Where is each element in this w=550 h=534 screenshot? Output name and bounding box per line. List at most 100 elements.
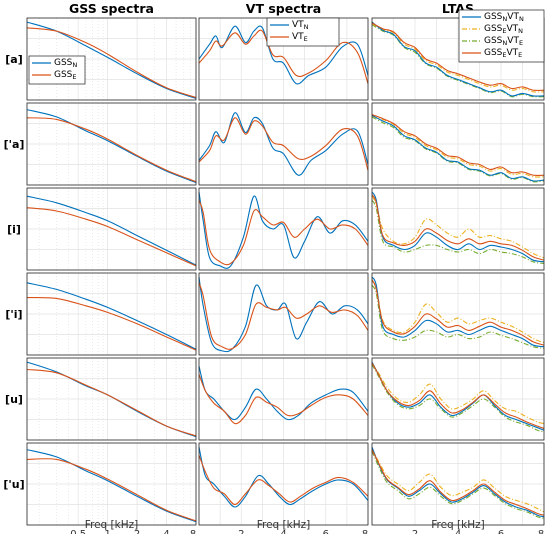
series-line-EN — [371, 363, 545, 425]
panel-frame — [26, 442, 197, 526]
series-line-EE — [371, 113, 545, 176]
panel-frame — [371, 272, 545, 356]
tick-label: 6 — [323, 529, 329, 534]
panel-vt: 2 4 6 8 — [198, 442, 369, 534]
series-line-NE — [371, 450, 545, 519]
panel-gss — [26, 357, 197, 441]
tick-label: 8 — [538, 529, 544, 534]
row-label: [i] — [7, 223, 21, 236]
series-line-NN — [371, 191, 545, 263]
legend-entry: GSSN — [54, 58, 77, 69]
panel-vt — [198, 187, 369, 271]
series-line-E — [26, 117, 197, 183]
tick-label: 6 — [498, 529, 504, 534]
series-line-NN — [371, 361, 545, 431]
grid — [199, 443, 368, 525]
title-gss: GSS spectra — [69, 1, 154, 16]
xlabel-gss: Freq [kHz] — [85, 519, 139, 531]
series-line-NN — [371, 276, 545, 348]
series-line-NE — [371, 364, 545, 433]
tick-label: 0.5 — [70, 529, 86, 534]
series-line-NN — [371, 21, 545, 97]
x-axis-labels: Freq [kHz] Freq [kHz] Freq [kHz] — [85, 519, 485, 531]
grid — [27, 103, 196, 185]
series-line-EE — [371, 22, 545, 91]
series-line-EN — [371, 195, 545, 259]
series-line-E — [198, 455, 369, 506]
series-line-E — [198, 200, 369, 266]
series-line-N — [26, 195, 197, 266]
series-line-N — [26, 282, 197, 350]
panel-ltas — [371, 187, 545, 271]
series-line-EN — [371, 448, 545, 513]
series-line-EE — [371, 279, 545, 346]
row-label: [u] — [5, 393, 23, 406]
legend-entry: VTE — [292, 32, 308, 43]
panel-ltas: 2 4 6 8 — [371, 442, 545, 534]
grid — [372, 358, 544, 440]
tick-label: 8 — [362, 529, 368, 534]
series-line-E — [198, 117, 369, 171]
panel-frame — [371, 187, 545, 271]
legend-entry: GSSNVTE — [484, 36, 523, 47]
series-line-EN — [371, 23, 545, 93]
grid — [27, 443, 196, 525]
series-line-E — [26, 368, 197, 437]
series-line-E — [198, 282, 369, 350]
grid — [27, 273, 196, 355]
row-label: ['a] — [4, 138, 25, 151]
panel-frame — [26, 187, 197, 271]
series-line-E — [26, 207, 197, 267]
panel-frame — [26, 272, 197, 356]
series-line-NE — [371, 116, 545, 183]
grid — [372, 273, 544, 355]
column-titles: GSS spectra VT spectra LTAS — [69, 1, 474, 16]
legend-entry: GSSNVTN — [484, 12, 524, 23]
panel-frame — [198, 272, 369, 356]
series-line-E — [198, 374, 369, 425]
tick-label: 2 — [238, 529, 244, 534]
grid — [199, 103, 368, 185]
series-line-EE — [371, 362, 545, 430]
grid — [372, 103, 544, 185]
series-line-N — [26, 449, 197, 523]
series-line-NN — [371, 114, 545, 182]
series-line-NE — [371, 24, 545, 98]
panel-frame — [26, 357, 197, 441]
series-line-EN — [371, 280, 545, 344]
series-line-NE — [371, 200, 545, 264]
series-line-E — [26, 297, 197, 351]
panel-vt — [198, 357, 369, 441]
title-vt: VT spectra — [246, 1, 321, 16]
series-line-EE — [371, 449, 545, 516]
panel-gss — [26, 102, 197, 186]
row-label: ['i] — [5, 308, 22, 321]
legend-box — [28, 55, 86, 85]
panel-frame — [198, 102, 369, 186]
tick-label: 1 — [104, 529, 110, 534]
tick-label: 4 — [280, 529, 286, 534]
tick-label: 4 — [163, 529, 169, 534]
series-line-E — [26, 458, 197, 522]
panel-frame — [198, 357, 369, 441]
grid — [199, 188, 368, 270]
panel-frame — [371, 357, 545, 441]
legend-entry: GSSE — [54, 70, 77, 81]
row-label: [a] — [5, 53, 22, 66]
tick-label: 2 — [134, 529, 140, 534]
panel-frame — [198, 187, 369, 271]
row-labels: [a] ['a] [i] ['i] [u] ['u] — [3, 53, 24, 491]
panel-gss: 0.5 1 2 4 8 — [26, 442, 197, 534]
panel-frame — [371, 102, 545, 186]
panel-frame — [198, 442, 369, 526]
grid — [199, 358, 368, 440]
series-line-NN — [371, 446, 545, 518]
panel-ltas — [371, 102, 545, 186]
series-line-N — [198, 192, 369, 269]
panel-gss — [26, 272, 197, 356]
tick-label: 8 — [190, 529, 196, 534]
